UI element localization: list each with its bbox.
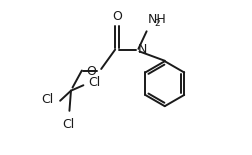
Text: O: O [86,65,96,78]
Text: Cl: Cl [62,118,75,131]
Text: N: N [138,43,147,56]
Text: Cl: Cl [88,76,100,89]
Text: O: O [112,10,122,23]
Text: Cl: Cl [41,93,53,106]
Text: NH: NH [147,13,166,26]
Text: 2: 2 [155,19,161,28]
